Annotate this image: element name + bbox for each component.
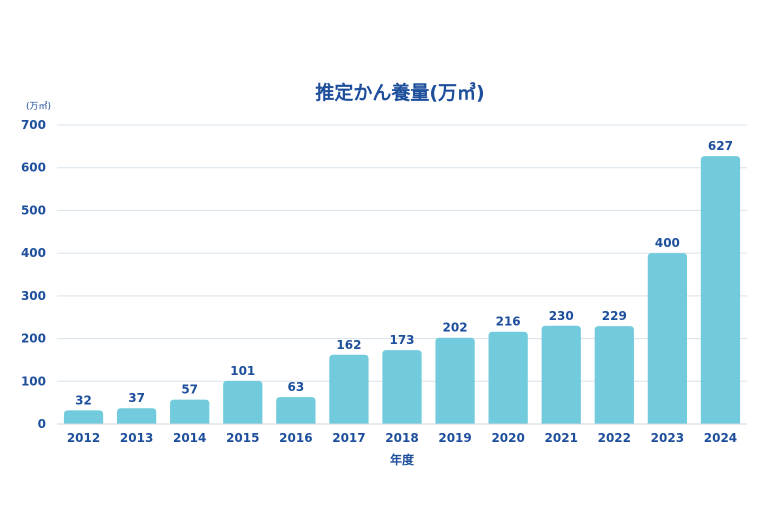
- data-label-2014: 57: [181, 383, 198, 397]
- gridlines: [57, 124, 747, 382]
- bar-2018: [382, 350, 422, 424]
- x-tick-label-2018: 2018: [385, 431, 418, 445]
- x-tick-label-2014: 2014: [173, 431, 206, 445]
- data-label-2013: 37: [128, 391, 145, 405]
- bar-2013: [116, 408, 157, 424]
- bar-2017: [329, 354, 369, 424]
- y-axis-ticks: 0 100 200 300 400 500 600 700: [21, 118, 46, 431]
- x-axis-label: 年度: [390, 452, 415, 467]
- data-label-2016: 63: [287, 380, 304, 394]
- bar-2019: [435, 337, 475, 424]
- data-labels: 32 37 57 101 63 162 173 202 216 230 229 400 627: [75, 139, 733, 407]
- data-label-2023: 400: [655, 236, 680, 250]
- bar-2022: [594, 326, 634, 424]
- x-tick-label-2020: 2020: [491, 431, 524, 445]
- data-label-2015: 101: [230, 364, 255, 378]
- x-axis-ticks: 2012 2013 2014 2015 2016 2017 2018 2019 2020 2021…: [67, 431, 737, 445]
- x-tick-label-2013: 2013: [120, 431, 153, 445]
- data-label-2022: 229: [602, 309, 627, 323]
- bar-2021: [541, 325, 581, 424]
- y-tick-label-500: 500: [21, 203, 46, 217]
- x-tick-label-2017: 2017: [332, 431, 365, 445]
- data-label-2012: 32: [75, 393, 92, 407]
- y-tick-label-400: 400: [21, 246, 46, 260]
- x-tick-label-2019: 2019: [438, 431, 471, 445]
- chart-title: 推定かん養量(万㎥): [315, 81, 484, 104]
- x-tick-label-2016: 2016: [279, 431, 312, 445]
- y-unit-label: (万㎥): [26, 101, 51, 112]
- data-label-2020: 216: [496, 315, 521, 329]
- data-label-2017: 162: [336, 338, 361, 352]
- y-tick-label-300: 300: [21, 289, 46, 303]
- data-label-2021: 230: [549, 309, 574, 323]
- x-tick-label-2012: 2012: [67, 431, 100, 445]
- x-tick-label-2015: 2015: [226, 431, 259, 445]
- x-tick-label-2024: 2024: [704, 431, 737, 445]
- y-tick-label-0: 0: [38, 417, 46, 431]
- bar-2012: [63, 410, 104, 424]
- x-tick-label-2022: 2022: [598, 431, 631, 445]
- bar-2020: [488, 331, 528, 424]
- bar-2016: [276, 397, 316, 424]
- x-tick-label-2021: 2021: [545, 431, 578, 445]
- bar-2023: [647, 253, 688, 424]
- bar-2024: [700, 156, 741, 424]
- bars: [63, 156, 741, 424]
- x-tick-label-2023: 2023: [651, 431, 684, 445]
- y-tick-label-700: 700: [21, 118, 46, 132]
- bar-2015: [223, 380, 263, 424]
- data-label-2024: 627: [708, 139, 733, 153]
- data-label-2018: 173: [389, 333, 414, 347]
- y-tick-label-600: 600: [21, 161, 46, 175]
- y-tick-label-200: 200: [21, 332, 46, 346]
- bar-2014: [170, 399, 210, 424]
- y-tick-label-100: 100: [21, 374, 46, 388]
- data-label-2019: 202: [443, 321, 468, 335]
